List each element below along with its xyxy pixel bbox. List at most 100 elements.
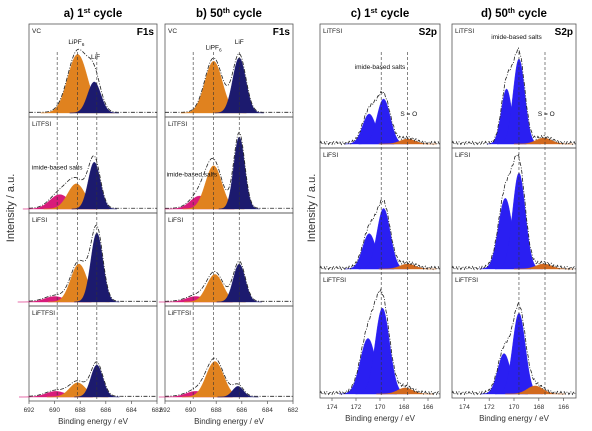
peak-annotation: imide-based salts [167, 172, 218, 179]
x-tick-label: 170 [509, 404, 520, 411]
x-tick-label: 174 [459, 404, 470, 411]
panel-lifsi: LiFSI [17, 212, 158, 307]
y-axis-label-f1s: Intensity / a.u. [5, 174, 17, 242]
y-axis-label-s2p: Intensity / a.u. [306, 174, 318, 242]
peak-so-3 [376, 387, 434, 395]
panel-label: LiTFSI [323, 28, 342, 35]
panel-label: LiFTFSI [168, 310, 191, 317]
x-tick-label: 684 [126, 407, 137, 414]
fit-envelope [319, 199, 441, 271]
panel-liftfsi: LiFTFSI [319, 272, 441, 399]
chart-title: a) 1st cycle [64, 6, 122, 20]
fit-envelope [28, 361, 157, 397]
x-tick-label: 686 [100, 407, 111, 414]
x-tick-label: 172 [484, 404, 495, 411]
x-tick-label: 684 [262, 407, 273, 414]
fit-envelope [451, 301, 577, 396]
fit-envelope [319, 288, 441, 396]
x-tick-label: 166 [558, 404, 569, 411]
panel-liftfsi: LiFTFSI [19, 305, 158, 402]
peak-lif-3 [74, 364, 120, 398]
peak-lif-2 [69, 81, 119, 114]
fit-envelope [451, 153, 577, 271]
panel-vc: VC F1s LiPF6 LiF [164, 23, 294, 118]
panel-liftfsi: LiFTFSI [158, 305, 294, 402]
x-tick-label: 692 [160, 407, 171, 414]
x-tick-label: 682 [288, 407, 299, 414]
chart-1: a) 1st cycle VC F1s LiPF6 LiF LiTFSI imide-bas… [17, 6, 163, 426]
x-axis-label: Binding energy / eV [58, 417, 128, 426]
fit-envelope [164, 357, 293, 397]
panel-label: VC [168, 28, 177, 35]
x-tick-label: 692 [24, 407, 35, 414]
x-tick-label: 170 [375, 404, 386, 411]
fit-envelope [164, 260, 293, 302]
chart-title: b) 50th cycle [196, 6, 262, 20]
panel-litfsi: LiTFSI imide-based salts [164, 116, 294, 214]
x-tick-label: 168 [533, 404, 544, 411]
panel-liftfsi: LiFTFSI [451, 272, 577, 399]
fit-envelope [28, 155, 157, 209]
panel-label: LiFSI [323, 152, 338, 159]
panel-frame [164, 305, 294, 402]
chart-title: c) 1st cycle [351, 6, 409, 20]
chart-3: c) 1st cycle LiTFSI S2p imide-based salts S … [319, 6, 441, 423]
x-axis-label: Binding energy / eV [194, 417, 264, 426]
peak-annotation: imide-based salts [491, 34, 542, 41]
peak-annotation: LiPF6 [206, 45, 222, 54]
peak-lif-3 [71, 161, 117, 210]
x-axis-label: Binding energy / eV [479, 414, 549, 423]
x-tick-label: 172 [351, 404, 362, 411]
x-tick-label: 174 [327, 404, 338, 411]
peak-annotation: LiF [91, 54, 100, 61]
x-tick-label: 690 [49, 407, 60, 414]
peak-annotation: imide-based salts [32, 164, 83, 171]
x-tick-label: 682 [152, 407, 163, 414]
fit-envelope [164, 131, 293, 209]
panel-lifsi: LiFSI [158, 212, 294, 307]
fit-envelope [319, 90, 441, 146]
panel-label: LiFSI [32, 217, 47, 224]
peak-lif-3 [217, 386, 259, 398]
peak-annotation: LiPF6 [68, 39, 84, 48]
x-tick-label: 688 [75, 407, 86, 414]
panel-litfsi: LiTFSI imide-based salts [22, 116, 158, 214]
chart-title: d) 50th cycle [481, 6, 547, 20]
panel-label: LiTFSI [455, 28, 474, 35]
panel-label: LiFTFSI [455, 277, 478, 284]
panel-label: VC [32, 28, 41, 35]
fit-envelope [451, 47, 577, 146]
panel-label: LiTFSI [32, 121, 51, 128]
panel-label: LiFTFSI [32, 310, 55, 317]
panel-frame [164, 212, 294, 307]
x-tick-label: 168 [399, 404, 410, 411]
chart-4: d) 50th cycle LiTFSI S2p imide-based salts S… [451, 6, 577, 423]
element-label: F1s [273, 27, 291, 38]
fit-envelope [165, 53, 293, 113]
x-axis-label: Binding energy / eV [345, 414, 415, 423]
panel-lifsi: LiFSI [319, 147, 441, 274]
peak-annotation: S = O [538, 111, 555, 118]
element-label: S2p [419, 27, 437, 38]
panel-litfsi: LiTFSI S2p imide-based salts S = O [451, 23, 577, 149]
peak-annotation: LiF [235, 39, 244, 46]
element-label: F1s [137, 27, 155, 38]
panel-vc: VC F1s LiPF6 LiF [28, 23, 158, 118]
panel-label: LiFTFSI [323, 277, 346, 284]
peak-annotation: imide-based salts [355, 64, 406, 71]
panel-litfsi: LiTFSI S2p imide-based salts S = O [319, 23, 441, 149]
panel-label: LiFSI [455, 152, 470, 159]
fit-envelope [28, 224, 157, 302]
chart-2: b) 50th cycle VC F1s LiPF6 LiF LiTFSI imide-ba… [158, 6, 299, 426]
x-tick-label: 688 [211, 407, 222, 414]
panel-frame [28, 305, 158, 402]
x-tick-label: 166 [423, 404, 434, 411]
x-tick-label: 690 [185, 407, 196, 414]
peak-so-3 [505, 385, 565, 395]
peak-annotation: S = O [400, 111, 417, 118]
panel-label: LiTFSI [168, 121, 187, 128]
element-label: S2p [555, 27, 573, 38]
x-tick-label: 686 [236, 407, 247, 414]
panel-label: LiFSI [168, 217, 183, 224]
